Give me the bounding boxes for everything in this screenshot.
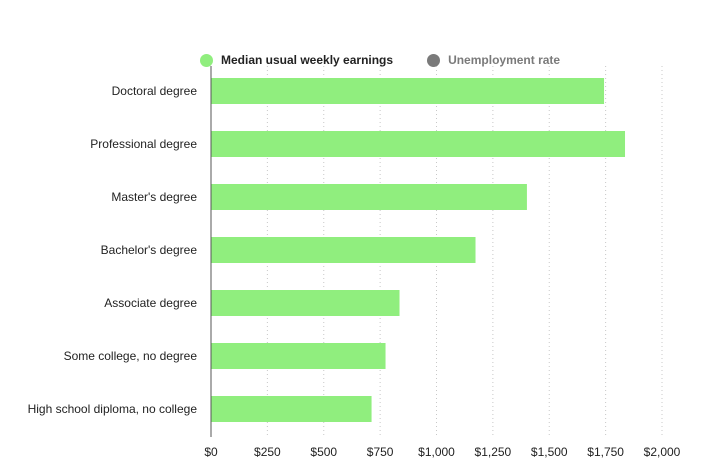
chart-legend: Median usual weekly earnings Unemploymen…: [200, 52, 594, 68]
legend-item-unemployment[interactable]: Unemployment rate: [427, 53, 560, 67]
x-tick-label: $1,250: [475, 445, 512, 459]
bar[interactable]: [211, 343, 386, 369]
category-label: Professional degree: [90, 137, 197, 151]
x-tick-label: $1,500: [531, 445, 568, 459]
category-labels: Doctoral degree Professional degree Master…: [28, 84, 198, 416]
bar[interactable]: [211, 78, 605, 104]
bar[interactable]: [211, 237, 476, 263]
x-tick-label: $750: [367, 445, 394, 459]
legend-item-earnings[interactable]: Median usual weekly earnings: [200, 53, 393, 67]
category-label: Bachelor's degree: [101, 243, 198, 257]
x-tick-label: $500: [310, 445, 337, 459]
legend-label-earnings: Median usual weekly earnings: [221, 53, 394, 67]
bar[interactable]: [211, 290, 400, 316]
category-label: Doctoral degree: [112, 84, 198, 98]
bar[interactable]: [211, 131, 626, 157]
x-axis-tick-labels: $0 $250 $500 $750 $1,000 $1,250 $1,500 $1,750 $2…: [204, 445, 680, 459]
x-tick-label: $2,000: [644, 445, 681, 459]
category-label: Master's degree: [111, 190, 197, 204]
bars: [211, 78, 626, 422]
x-tick-label: $1,750: [587, 445, 624, 459]
x-tick-label: $250: [254, 445, 281, 459]
category-label: High school diploma, no college: [28, 402, 198, 416]
legend-dot-earnings: [200, 53, 213, 67]
x-tick-label: $1,000: [418, 445, 455, 459]
bar[interactable]: [211, 184, 527, 210]
category-label: Some college, no degree: [64, 349, 198, 363]
category-label: Associate degree: [104, 296, 197, 310]
legend-label-unemployment: Unemployment rate: [448, 53, 561, 67]
legend-dot-unemployment: [427, 53, 441, 67]
bar[interactable]: [211, 396, 372, 422]
x-tick-label: $0: [204, 445, 218, 459]
